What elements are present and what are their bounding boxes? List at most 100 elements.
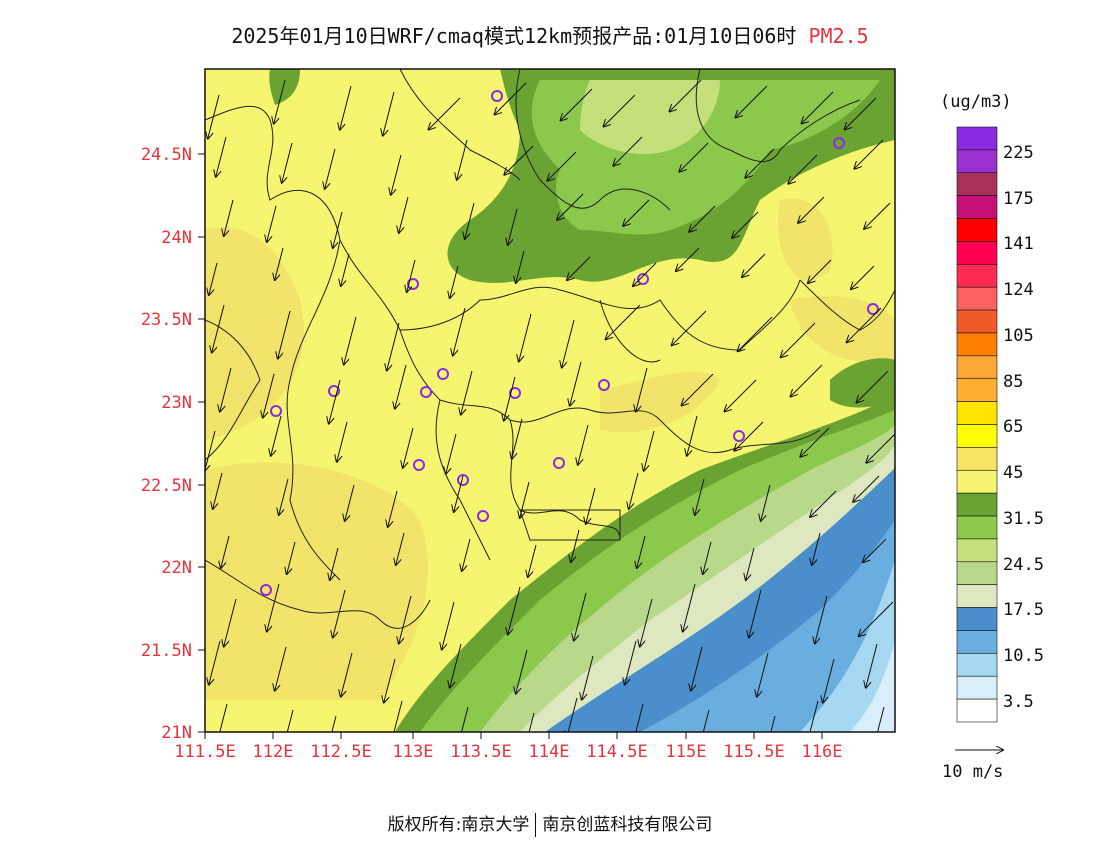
wind-arrow: [224, 598, 237, 647]
legend-swatch: [956, 584, 998, 608]
legend-swatch: [956, 469, 998, 494]
legend-swatch: [956, 195, 998, 219]
wind-vector-layer: [205, 79, 895, 732]
lon-tick-label: 112E: [253, 742, 294, 762]
lon-tick-label: 115.5E: [723, 742, 784, 762]
wind-arrow: [809, 700, 819, 732]
wind-arrow: [687, 415, 698, 456]
wind-arrow: [224, 199, 234, 236]
wind-arrow: [742, 253, 766, 277]
wind-arrow: [854, 139, 884, 169]
legend-label: 175: [1003, 189, 1034, 209]
wind-arrow: [520, 481, 530, 518]
lat-tick-label: 24N: [161, 228, 192, 248]
legend-swatch: [956, 675, 998, 700]
wind-arrow: [738, 316, 773, 351]
legend-label: 105: [1003, 326, 1034, 346]
lon-tick-label: 111.5E: [174, 742, 235, 762]
legend-swatch: [956, 332, 998, 357]
wind-arrow: [557, 193, 584, 220]
wind-arrow: [823, 658, 835, 703]
wind-arrow: [216, 136, 227, 177]
wind-arrow: [702, 709, 710, 732]
wind-arrow: [770, 715, 776, 732]
wind-arrow: [695, 478, 705, 515]
wind-arrow: [384, 658, 396, 703]
wind-arrow: [757, 652, 769, 697]
wind-arrow: [725, 379, 757, 412]
lat-tick-label: 24.5N: [141, 145, 192, 165]
wind-arrow: [746, 547, 755, 580]
legend-swatch: [956, 241, 998, 265]
wind-arrow: [399, 595, 412, 644]
legend-swatch: [956, 309, 998, 334]
wind-arrow: [331, 715, 337, 732]
wind-arrow: [815, 595, 828, 644]
wind-arrow: [278, 310, 291, 359]
wind-arrow: [457, 139, 468, 180]
wind-arrow: [329, 379, 341, 424]
wind-arrow: [606, 304, 641, 339]
legend-label: 124: [1003, 280, 1034, 300]
wind-arrow: [863, 538, 887, 562]
wind-arrow: [802, 91, 834, 124]
wind-arrow: [387, 322, 400, 371]
chart-title: 2025年01月10日WRF/cmaq模式12km预报产品:01月10日06时 …: [0, 20, 1100, 49]
wind-arrow: [866, 643, 878, 688]
legend-swatch: [956, 264, 998, 288]
wind-arrow: [570, 361, 582, 406]
wind-arrow: [399, 196, 409, 233]
lat-tick-label: 22.5N: [141, 476, 192, 496]
legend-swatch: [956, 149, 998, 174]
wind-arrow: [395, 364, 407, 409]
wind-arrow: [508, 586, 521, 635]
wind-arrow: [263, 373, 275, 418]
wind-arrow: [578, 424, 589, 465]
wind-arrow: [561, 88, 593, 121]
wind-arrow: [582, 655, 594, 700]
wind-arrow: [274, 79, 286, 124]
wind-arrow: [586, 487, 596, 524]
wind-arrow: [344, 316, 357, 365]
wind-arrow: [672, 310, 707, 345]
legend-label: 17.5: [1003, 600, 1044, 620]
wind-arrow: [213, 472, 223, 509]
title-main: 2025年01月10日WRF/cmaq模式12km预报产品:01月10日06时: [231, 24, 797, 48]
wind-arrow: [462, 538, 471, 571]
wind-arrow: [209, 262, 218, 295]
wind-arrow: [271, 415, 282, 456]
wind-arrow: [267, 583, 280, 632]
lat-tick-label: 21N: [161, 723, 192, 743]
lon-tick-label: 116E: [802, 742, 843, 762]
wind-arrow: [275, 247, 284, 280]
footer-company: 南京创蓝科技有限公司: [542, 815, 713, 835]
wind-arrow: [810, 490, 837, 517]
wind-arrow: [461, 706, 469, 732]
wind-arrow: [691, 646, 703, 691]
legend-label: 85: [1003, 372, 1023, 392]
wind-arrow: [450, 643, 462, 688]
legend-swatch: [956, 515, 998, 540]
latitude-axis: 24.5N 24N 23.5N 23N 22.5N 22N 21.5N 21N: [141, 145, 205, 743]
wind-arrow: [333, 211, 343, 248]
wind-arrow: [604, 94, 636, 127]
legend-swatch: [956, 378, 998, 402]
lon-tick-label: 113E: [393, 742, 434, 762]
wind-arrow: [571, 529, 580, 562]
legend-swatch: [956, 561, 998, 585]
wind-arrow: [623, 199, 650, 226]
wind-arrow: [703, 541, 712, 574]
wind-arrow: [574, 592, 587, 641]
wind-arrow: [212, 304, 225, 353]
legend-swatch: [956, 218, 998, 242]
wind-arrow: [221, 535, 230, 568]
concentration-field: [205, 69, 895, 732]
wind-arrow: [736, 85, 768, 118]
lat-tick-label: 23.5N: [141, 310, 192, 330]
wind-arrow: [383, 91, 395, 136]
wind-arrow: [613, 136, 643, 166]
wind-arrow: [512, 418, 523, 459]
legend-units: (ug/m3): [940, 92, 1012, 112]
wind-arrow: [781, 322, 816, 357]
wind-arrow: [734, 421, 764, 451]
